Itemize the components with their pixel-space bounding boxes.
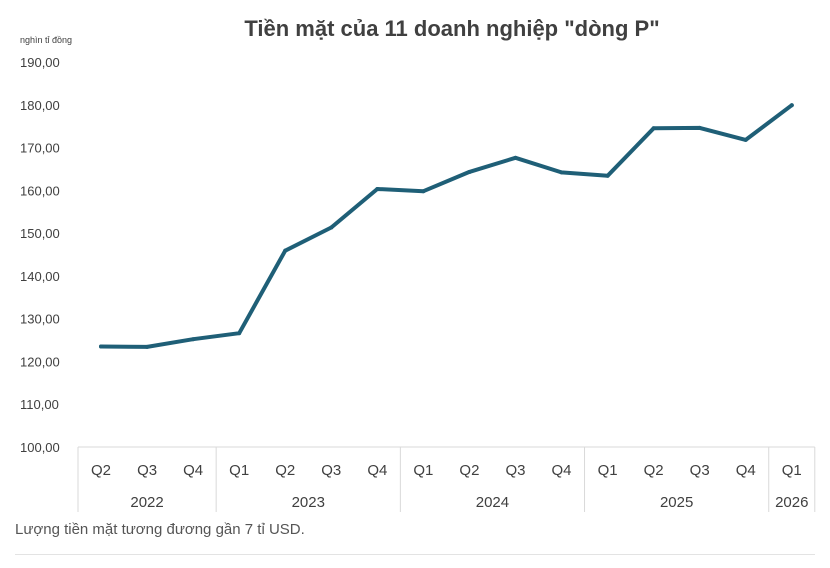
x-tick-label: Q4 <box>183 462 203 479</box>
x-tick-label: Q3 <box>505 462 525 479</box>
data-point <box>283 248 288 253</box>
data-point <box>99 344 104 349</box>
divider <box>15 554 815 555</box>
data-point <box>513 155 518 160</box>
data-point <box>651 126 656 131</box>
y-tick-label: 100,00 <box>20 440 60 455</box>
data-point <box>559 170 564 175</box>
y-tick-label: 110,00 <box>20 397 59 412</box>
data-point <box>605 173 610 178</box>
image-caption: Lượng tiền mặt tương đương gần 7 tỉ USD. <box>15 521 305 538</box>
x-tick-label: Q4 <box>367 462 387 479</box>
x-tick-label: Q1 <box>413 462 433 479</box>
x-tick-label: Q2 <box>91 462 111 479</box>
x-tick-label: Q1 <box>598 462 618 479</box>
x-tick-label: Q1 <box>782 462 802 479</box>
x-tick-label: Q2 <box>644 462 664 479</box>
line-chart: Tiền mặt của 11 doanh nghiệp "dòng P" ng… <box>20 16 816 512</box>
data-point <box>191 337 196 342</box>
y-tick-label: 160,00 <box>20 183 60 198</box>
series-line <box>99 103 794 349</box>
data-point <box>743 137 748 142</box>
x-tick-label: Q4 <box>736 462 756 479</box>
x-tick-label: Q3 <box>137 462 157 479</box>
y-tick-label: 150,00 <box>20 226 60 241</box>
data-point <box>237 331 242 336</box>
x-tick-label: Q3 <box>321 462 341 479</box>
x-year-label: 2025 <box>660 494 693 511</box>
x-tick-label: Q2 <box>275 462 295 479</box>
y-tick-label: 170,00 <box>20 141 60 156</box>
chart-title: Tiền mặt của 11 doanh nghiệp "dòng P" <box>244 16 659 41</box>
x-tick-label: Q4 <box>552 462 572 479</box>
data-point <box>467 169 472 174</box>
x-tick-label: Q2 <box>459 462 479 479</box>
data-point <box>421 189 426 194</box>
data-point <box>697 125 702 130</box>
y-tick-label: 190,00 <box>20 55 60 70</box>
y-tick-label: 180,00 <box>20 98 60 113</box>
x-year-label: 2024 <box>476 494 509 511</box>
y-axis: 190,00 180,00 170,00 160,00 150,00 140,00 130,… <box>20 55 60 455</box>
x-year-label: 2022 <box>130 494 163 511</box>
x-year-label: 2023 <box>292 494 325 511</box>
data-point <box>375 187 380 192</box>
data-point <box>145 344 150 349</box>
x-axis: Q2 Q3 Q4 Q1 Q2 Q3 Q4 Q1 Q2 Q3 Q4 Q1 Q2 Q3 Q4 Q1 2022 2023… <box>77 446 816 512</box>
series-group <box>99 103 794 349</box>
x-year-label: 2026 <box>775 494 808 511</box>
y-tick-label: 130,00 <box>20 312 60 327</box>
data-point <box>789 103 794 108</box>
y-axis-unit: nghìn tỉ đồng <box>20 35 72 45</box>
x-tick-label: Q3 <box>690 462 710 479</box>
y-tick-label: 140,00 <box>20 269 60 284</box>
y-tick-label: 120,00 <box>20 354 60 369</box>
data-point <box>329 225 334 230</box>
x-tick-label: Q1 <box>229 462 249 479</box>
